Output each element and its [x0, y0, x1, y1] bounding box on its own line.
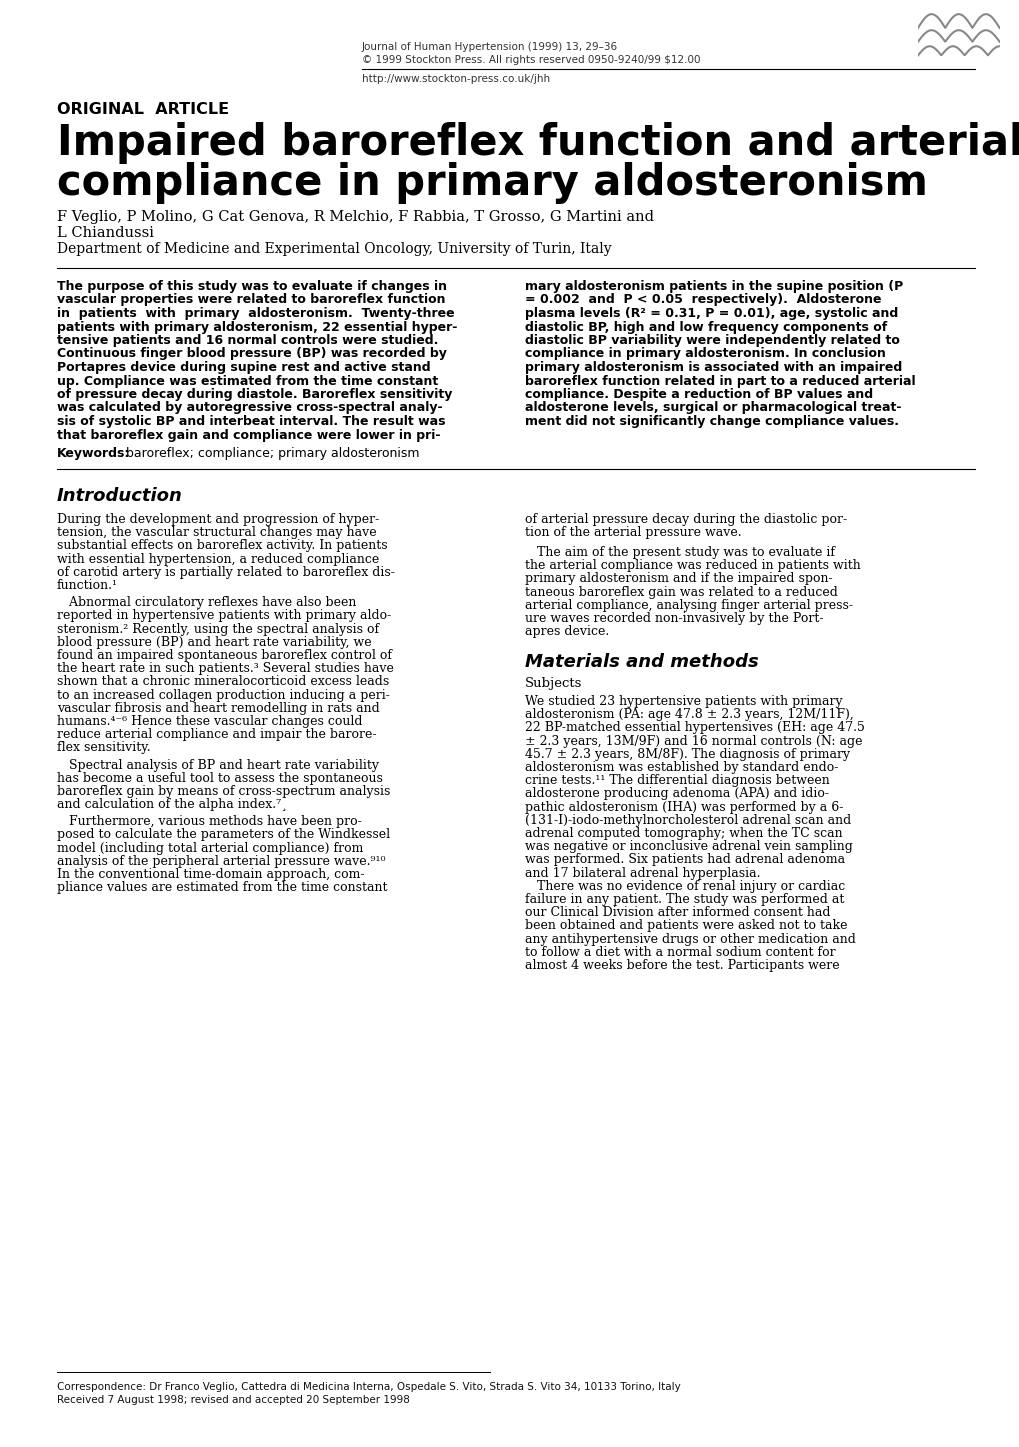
Text: the arterial compliance was reduced in patients with: the arterial compliance was reduced in p…	[525, 559, 860, 572]
Text: aldosteronism was established by standard endo-: aldosteronism was established by standar…	[525, 761, 838, 774]
Text: baroreflex gain by means of cross-spectrum analysis: baroreflex gain by means of cross-spectr…	[57, 784, 390, 797]
Text: Introduction: Introduction	[57, 488, 182, 505]
Text: (131-I)-iodo-methylnorcholesterol adrenal scan and: (131-I)-iodo-methylnorcholesterol adrena…	[525, 813, 851, 826]
Text: The aim of the present study was to evaluate if: The aim of the present study was to eval…	[525, 546, 835, 559]
Text: substantial effects on baroreflex activity. In patients: substantial effects on baroreflex activi…	[57, 540, 387, 553]
Text: compliance in primary aldosteronism: compliance in primary aldosteronism	[57, 162, 927, 204]
Text: http://www.stockton-press.co.uk/jhh: http://www.stockton-press.co.uk/jhh	[362, 74, 549, 84]
Text: almost 4 weeks before the test. Participants were: almost 4 weeks before the test. Particip…	[525, 959, 839, 972]
Text: to follow a diet with a normal sodium content for: to follow a diet with a normal sodium co…	[525, 946, 835, 959]
Text: baroreflex function related in part to a reduced arterial: baroreflex function related in part to a…	[525, 375, 915, 388]
Text: primary aldosteronism and if the impaired spon-: primary aldosteronism and if the impaire…	[525, 573, 832, 586]
Text: that baroreflex gain and compliance were lower in pri-: that baroreflex gain and compliance were…	[57, 428, 440, 441]
Text: © 1999 Stockton Press. All rights reserved 0950-9240/99 $12.00: © 1999 Stockton Press. All rights reserv…	[362, 55, 700, 65]
Text: aldosterone levels, surgical or pharmacological treat-: aldosterone levels, surgical or pharmaco…	[525, 401, 901, 414]
Text: reduce arterial compliance and impair the barore-: reduce arterial compliance and impair th…	[57, 728, 376, 741]
Text: In the conventional time-domain approach, com-: In the conventional time-domain approach…	[57, 868, 364, 881]
Text: vascular fibrosis and heart remodelling in rats and: vascular fibrosis and heart remodelling …	[57, 702, 379, 715]
Text: been obtained and patients were asked not to take: been obtained and patients were asked no…	[525, 919, 847, 932]
Text: baroreflex; compliance; primary aldosteronism: baroreflex; compliance; primary aldoster…	[122, 447, 419, 460]
Text: compliance in primary aldosteronism. In conclusion: compliance in primary aldosteronism. In …	[525, 347, 886, 360]
Text: of arterial pressure decay during the diastolic por-: of arterial pressure decay during the di…	[525, 514, 847, 527]
Text: was negative or inconclusive adrenal vein sampling: was negative or inconclusive adrenal vei…	[525, 841, 852, 854]
Text: L Chiandussi: L Chiandussi	[57, 226, 154, 240]
Text: diastolic BP, high and low frequency components of: diastolic BP, high and low frequency com…	[525, 320, 887, 333]
Text: pathic aldosteronism (IHA) was performed by a 6-: pathic aldosteronism (IHA) was performed…	[525, 800, 843, 813]
Text: tion of the arterial pressure wave.: tion of the arterial pressure wave.	[525, 527, 741, 540]
Text: primary aldosteronism is associated with an impaired: primary aldosteronism is associated with…	[525, 360, 902, 373]
Text: pliance values are estimated from the time constant: pliance values are estimated from the ti…	[57, 881, 387, 894]
Text: any antihypertensive drugs or other medication and: any antihypertensive drugs or other medi…	[525, 933, 855, 945]
Text: flex sensitivity.: flex sensitivity.	[57, 741, 151, 754]
Text: tensive patients and 16 normal controls were studied.: tensive patients and 16 normal controls …	[57, 334, 438, 347]
Text: of carotid artery is partially related to baroreflex dis-: of carotid artery is partially related t…	[57, 566, 394, 579]
Text: and calculation of the alpha index.⁷¸: and calculation of the alpha index.⁷¸	[57, 799, 287, 812]
Text: Subjects: Subjects	[525, 677, 582, 690]
Text: F Veglio, P Molino, G Cat Genova, R Melchio, F Rabbia, T Grosso, G Martini and: F Veglio, P Molino, G Cat Genova, R Melc…	[57, 210, 653, 224]
Text: apres device.: apres device.	[525, 625, 608, 638]
Text: arterial compliance, analysing finger arterial press-: arterial compliance, analysing finger ar…	[525, 599, 852, 612]
Text: During the development and progression of hyper-: During the development and progression o…	[57, 514, 379, 527]
Text: Keywords:: Keywords:	[57, 447, 130, 460]
Text: adrenal computed tomography; when the TC scan: adrenal computed tomography; when the TC…	[525, 828, 842, 841]
Text: up. Compliance was estimated from the time constant: up. Compliance was estimated from the ti…	[57, 375, 438, 388]
Text: mary aldosteronism patients in the supine position (P: mary aldosteronism patients in the supin…	[525, 281, 903, 292]
Text: ment did not significantly change compliance values.: ment did not significantly change compli…	[525, 415, 898, 428]
Text: Abnormal circulatory reflexes have also been: Abnormal circulatory reflexes have also …	[57, 596, 356, 609]
Text: in  patients  with  primary  aldosteronism.  Twenty-three: in patients with primary aldosteronism. …	[57, 307, 454, 320]
Text: 45.7 ± 2.3 years, 8M/8F). The diagnosis of primary: 45.7 ± 2.3 years, 8M/8F). The diagnosis …	[525, 748, 849, 761]
Text: reported in hypertensive patients with primary aldo-: reported in hypertensive patients with p…	[57, 609, 391, 622]
Text: 22 BP-matched essential hypertensives (EH: age 47.5: 22 BP-matched essential hypertensives (E…	[525, 722, 864, 735]
Text: vascular properties were related to baroreflex function: vascular properties were related to baro…	[57, 294, 445, 307]
Text: has become a useful tool to assess the spontaneous: has become a useful tool to assess the s…	[57, 771, 382, 784]
Text: ± 2.3 years, 13M/9F) and 16 normal controls (N: age: ± 2.3 years, 13M/9F) and 16 normal contr…	[525, 735, 862, 748]
Text: aldosteronism (PA: age 47.8 ± 2.3 years, 12M/11F),: aldosteronism (PA: age 47.8 ± 2.3 years,…	[525, 708, 853, 721]
Text: Impaired baroreflex function and arterial: Impaired baroreflex function and arteria…	[57, 122, 1019, 164]
Text: Department of Medicine and Experimental Oncology, University of Turin, Italy: Department of Medicine and Experimental …	[57, 242, 611, 256]
Text: There was no evidence of renal injury or cardiac: There was no evidence of renal injury or…	[525, 880, 845, 893]
Text: Received 7 August 1998; revised and accepted 20 September 1998: Received 7 August 1998; revised and acce…	[57, 1395, 410, 1405]
Text: model (including total arterial compliance) from: model (including total arterial complian…	[57, 842, 363, 855]
Text: We studied 23 hypertensive patients with primary: We studied 23 hypertensive patients with…	[525, 695, 842, 708]
Text: plasma levels (R² = 0.31, P = 0.01), age, systolic and: plasma levels (R² = 0.31, P = 0.01), age…	[525, 307, 898, 320]
Text: humans.⁴⁻⁶ Hence these vascular changes could: humans.⁴⁻⁶ Hence these vascular changes …	[57, 715, 362, 728]
Text: and 17 bilateral adrenal hyperplasia.: and 17 bilateral adrenal hyperplasia.	[525, 867, 760, 880]
Text: crine tests.¹¹ The differential diagnosis between: crine tests.¹¹ The differential diagnosi…	[525, 774, 828, 787]
Text: our Clinical Division after informed consent had: our Clinical Division after informed con…	[525, 906, 829, 919]
Text: of pressure decay during diastole. Baroreflex sensitivity: of pressure decay during diastole. Baror…	[57, 388, 452, 401]
Text: function.¹: function.¹	[57, 579, 118, 592]
Text: Continuous finger blood pressure (BP) was recorded by: Continuous finger blood pressure (BP) wa…	[57, 347, 446, 360]
Text: ure waves recorded non-invasively by the Port-: ure waves recorded non-invasively by the…	[525, 612, 822, 625]
Text: Furthermore, various methods have been pro-: Furthermore, various methods have been p…	[57, 815, 362, 828]
Text: shown that a chronic mineralocorticoid excess leads: shown that a chronic mineralocorticoid e…	[57, 676, 389, 689]
Text: Materials and methods: Materials and methods	[525, 653, 758, 671]
Text: analysis of the peripheral arterial pressure wave.⁹¹⁰: analysis of the peripheral arterial pres…	[57, 855, 385, 868]
Text: sis of systolic BP and interbeat interval. The result was: sis of systolic BP and interbeat interva…	[57, 415, 445, 428]
Text: aldosterone producing adenoma (APA) and idio-: aldosterone producing adenoma (APA) and …	[525, 787, 828, 800]
Text: failure in any patient. The study was performed at: failure in any patient. The study was pe…	[525, 893, 844, 906]
Text: was performed. Six patients had adrenal adenoma: was performed. Six patients had adrenal …	[525, 854, 845, 867]
Text: The purpose of this study was to evaluate if changes in: The purpose of this study was to evaluat…	[57, 281, 446, 292]
Text: the heart rate in such patients.³ Several studies have: the heart rate in such patients.³ Severa…	[57, 663, 393, 676]
Text: patients with primary aldosteronism, 22 essential hyper-: patients with primary aldosteronism, 22 …	[57, 320, 457, 333]
Text: Correspondence: Dr Franco Veglio, Cattedra di Medicina Interna, Ospedale S. Vito: Correspondence: Dr Franco Veglio, Catted…	[57, 1382, 680, 1392]
Text: blood pressure (BP) and heart rate variability, we: blood pressure (BP) and heart rate varia…	[57, 635, 371, 648]
Text: Portapres device during supine rest and active stand: Portapres device during supine rest and …	[57, 360, 430, 373]
Text: found an impaired spontaneous baroreflex control of: found an impaired spontaneous baroreflex…	[57, 648, 391, 661]
Text: Spectral analysis of BP and heart rate variability: Spectral analysis of BP and heart rate v…	[57, 758, 379, 771]
Text: tension, the vascular structural changes may have: tension, the vascular structural changes…	[57, 527, 376, 540]
Text: was calculated by autoregressive cross-spectral analy-: was calculated by autoregressive cross-s…	[57, 401, 442, 414]
Text: diastolic BP variability were independently related to: diastolic BP variability were independen…	[525, 334, 899, 347]
Text: = 0.002  and  P < 0.05  respectively).  Aldosterone: = 0.002 and P < 0.05 respectively). Aldo…	[525, 294, 880, 307]
Text: taneous baroreflex gain was related to a reduced: taneous baroreflex gain was related to a…	[525, 586, 837, 599]
Text: with essential hypertension, a reduced compliance: with essential hypertension, a reduced c…	[57, 553, 379, 566]
Text: compliance. Despite a reduction of BP values and: compliance. Despite a reduction of BP va…	[525, 388, 872, 401]
Text: Journal of Human Hypertension (1999) 13, 29–36: Journal of Human Hypertension (1999) 13,…	[362, 42, 618, 52]
Text: to an increased collagen production inducing a peri-: to an increased collagen production indu…	[57, 689, 389, 702]
Text: posed to calculate the parameters of the Windkessel: posed to calculate the parameters of the…	[57, 829, 389, 842]
Text: steronism.² Recently, using the spectral analysis of: steronism.² Recently, using the spectral…	[57, 622, 379, 635]
Text: ORIGINAL  ARTICLE: ORIGINAL ARTICLE	[57, 101, 229, 117]
